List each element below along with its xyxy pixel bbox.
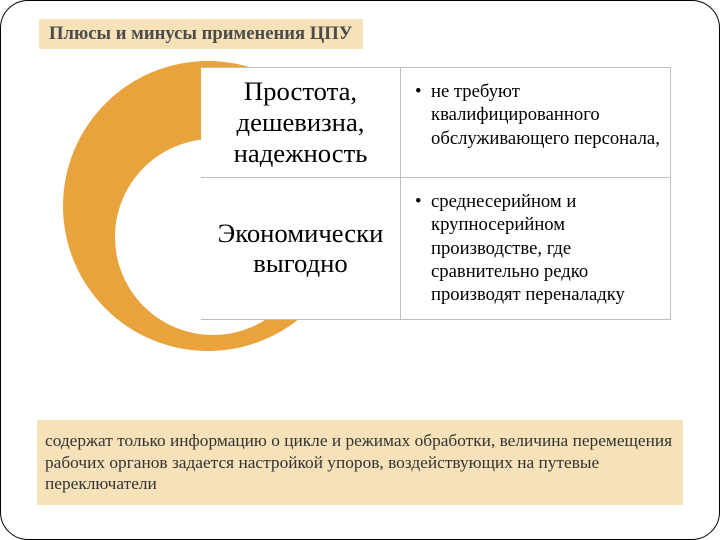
row-heading: Экономически выгодно	[201, 177, 401, 320]
slide-frame: Плюсы и минусы применения ЦПУ Простота, …	[0, 0, 720, 540]
table-row: Экономически выгодно среднесерийном и кр…	[201, 177, 671, 320]
row-bullet: не требуют квалифицированного обслуживаю…	[421, 80, 660, 150]
footer-note: содержат только информацию о цикле и реж…	[37, 420, 683, 505]
row-bullet: среднесерийном и крупносерийном производ…	[421, 190, 660, 307]
row-body: не требуют квалифицированного обслуживаю…	[401, 67, 671, 177]
slide-title: Плюсы и минусы применения ЦПУ	[39, 19, 363, 49]
row-heading: Простота, дешевизна, надежность	[201, 67, 401, 177]
row-body: среднесерийном и крупносерийном производ…	[401, 177, 671, 320]
table-row: Простота, дешевизна, надежность не требу…	[201, 67, 671, 177]
diagram-table: Простота, дешевизна, надежность не требу…	[201, 67, 671, 320]
